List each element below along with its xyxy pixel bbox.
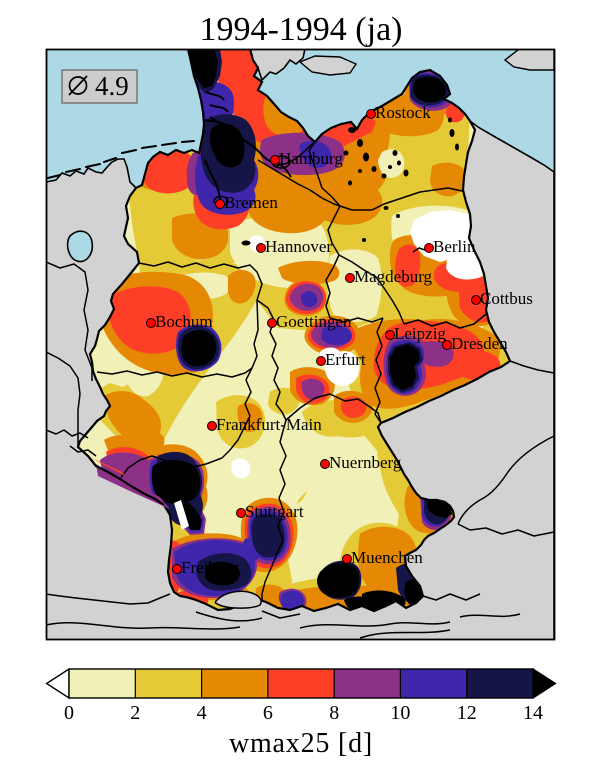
svg-text:Bremen: Bremen xyxy=(224,193,278,212)
svg-text:Hannover: Hannover xyxy=(265,237,332,256)
svg-text:8: 8 xyxy=(329,702,339,724)
svg-text:Magdeburg: Magdeburg xyxy=(354,267,433,286)
svg-text:4: 4 xyxy=(197,702,207,724)
svg-text:Rostock: Rostock xyxy=(375,103,431,122)
svg-text:Goettingen: Goettingen xyxy=(276,312,352,331)
svg-text:0: 0 xyxy=(64,702,74,724)
svg-text:Bochum: Bochum xyxy=(155,312,213,331)
svg-text:12: 12 xyxy=(457,702,477,724)
svg-text:Frankfurt-Main: Frankfurt-Main xyxy=(216,415,322,434)
svg-text:4.9: 4.9 xyxy=(95,71,129,101)
svg-text:6: 6 xyxy=(263,702,273,724)
svg-text:Berlin: Berlin xyxy=(433,237,476,256)
svg-text:2: 2 xyxy=(130,702,140,724)
svg-text:wmax25 [d]: wmax25 [d] xyxy=(229,728,373,759)
svg-text:14: 14 xyxy=(523,702,543,724)
svg-text:Cottbus: Cottbus xyxy=(480,289,533,308)
svg-text:1994-1994 (ja): 1994-1994 (ja) xyxy=(199,11,402,48)
svg-text:Leipzig: Leipzig xyxy=(394,324,446,343)
svg-text:10: 10 xyxy=(390,702,410,724)
svg-text:Hamburg: Hamburg xyxy=(279,149,343,168)
svg-text:Muenchen: Muenchen xyxy=(351,548,423,567)
svg-text:Nuernberg: Nuernberg xyxy=(329,453,402,472)
svg-text:Stuttgart: Stuttgart xyxy=(245,502,304,521)
svg-text:Dresden: Dresden xyxy=(451,334,508,353)
svg-text:Erfurt: Erfurt xyxy=(325,350,366,369)
svg-text:Freiburg: Freiburg xyxy=(181,558,240,577)
